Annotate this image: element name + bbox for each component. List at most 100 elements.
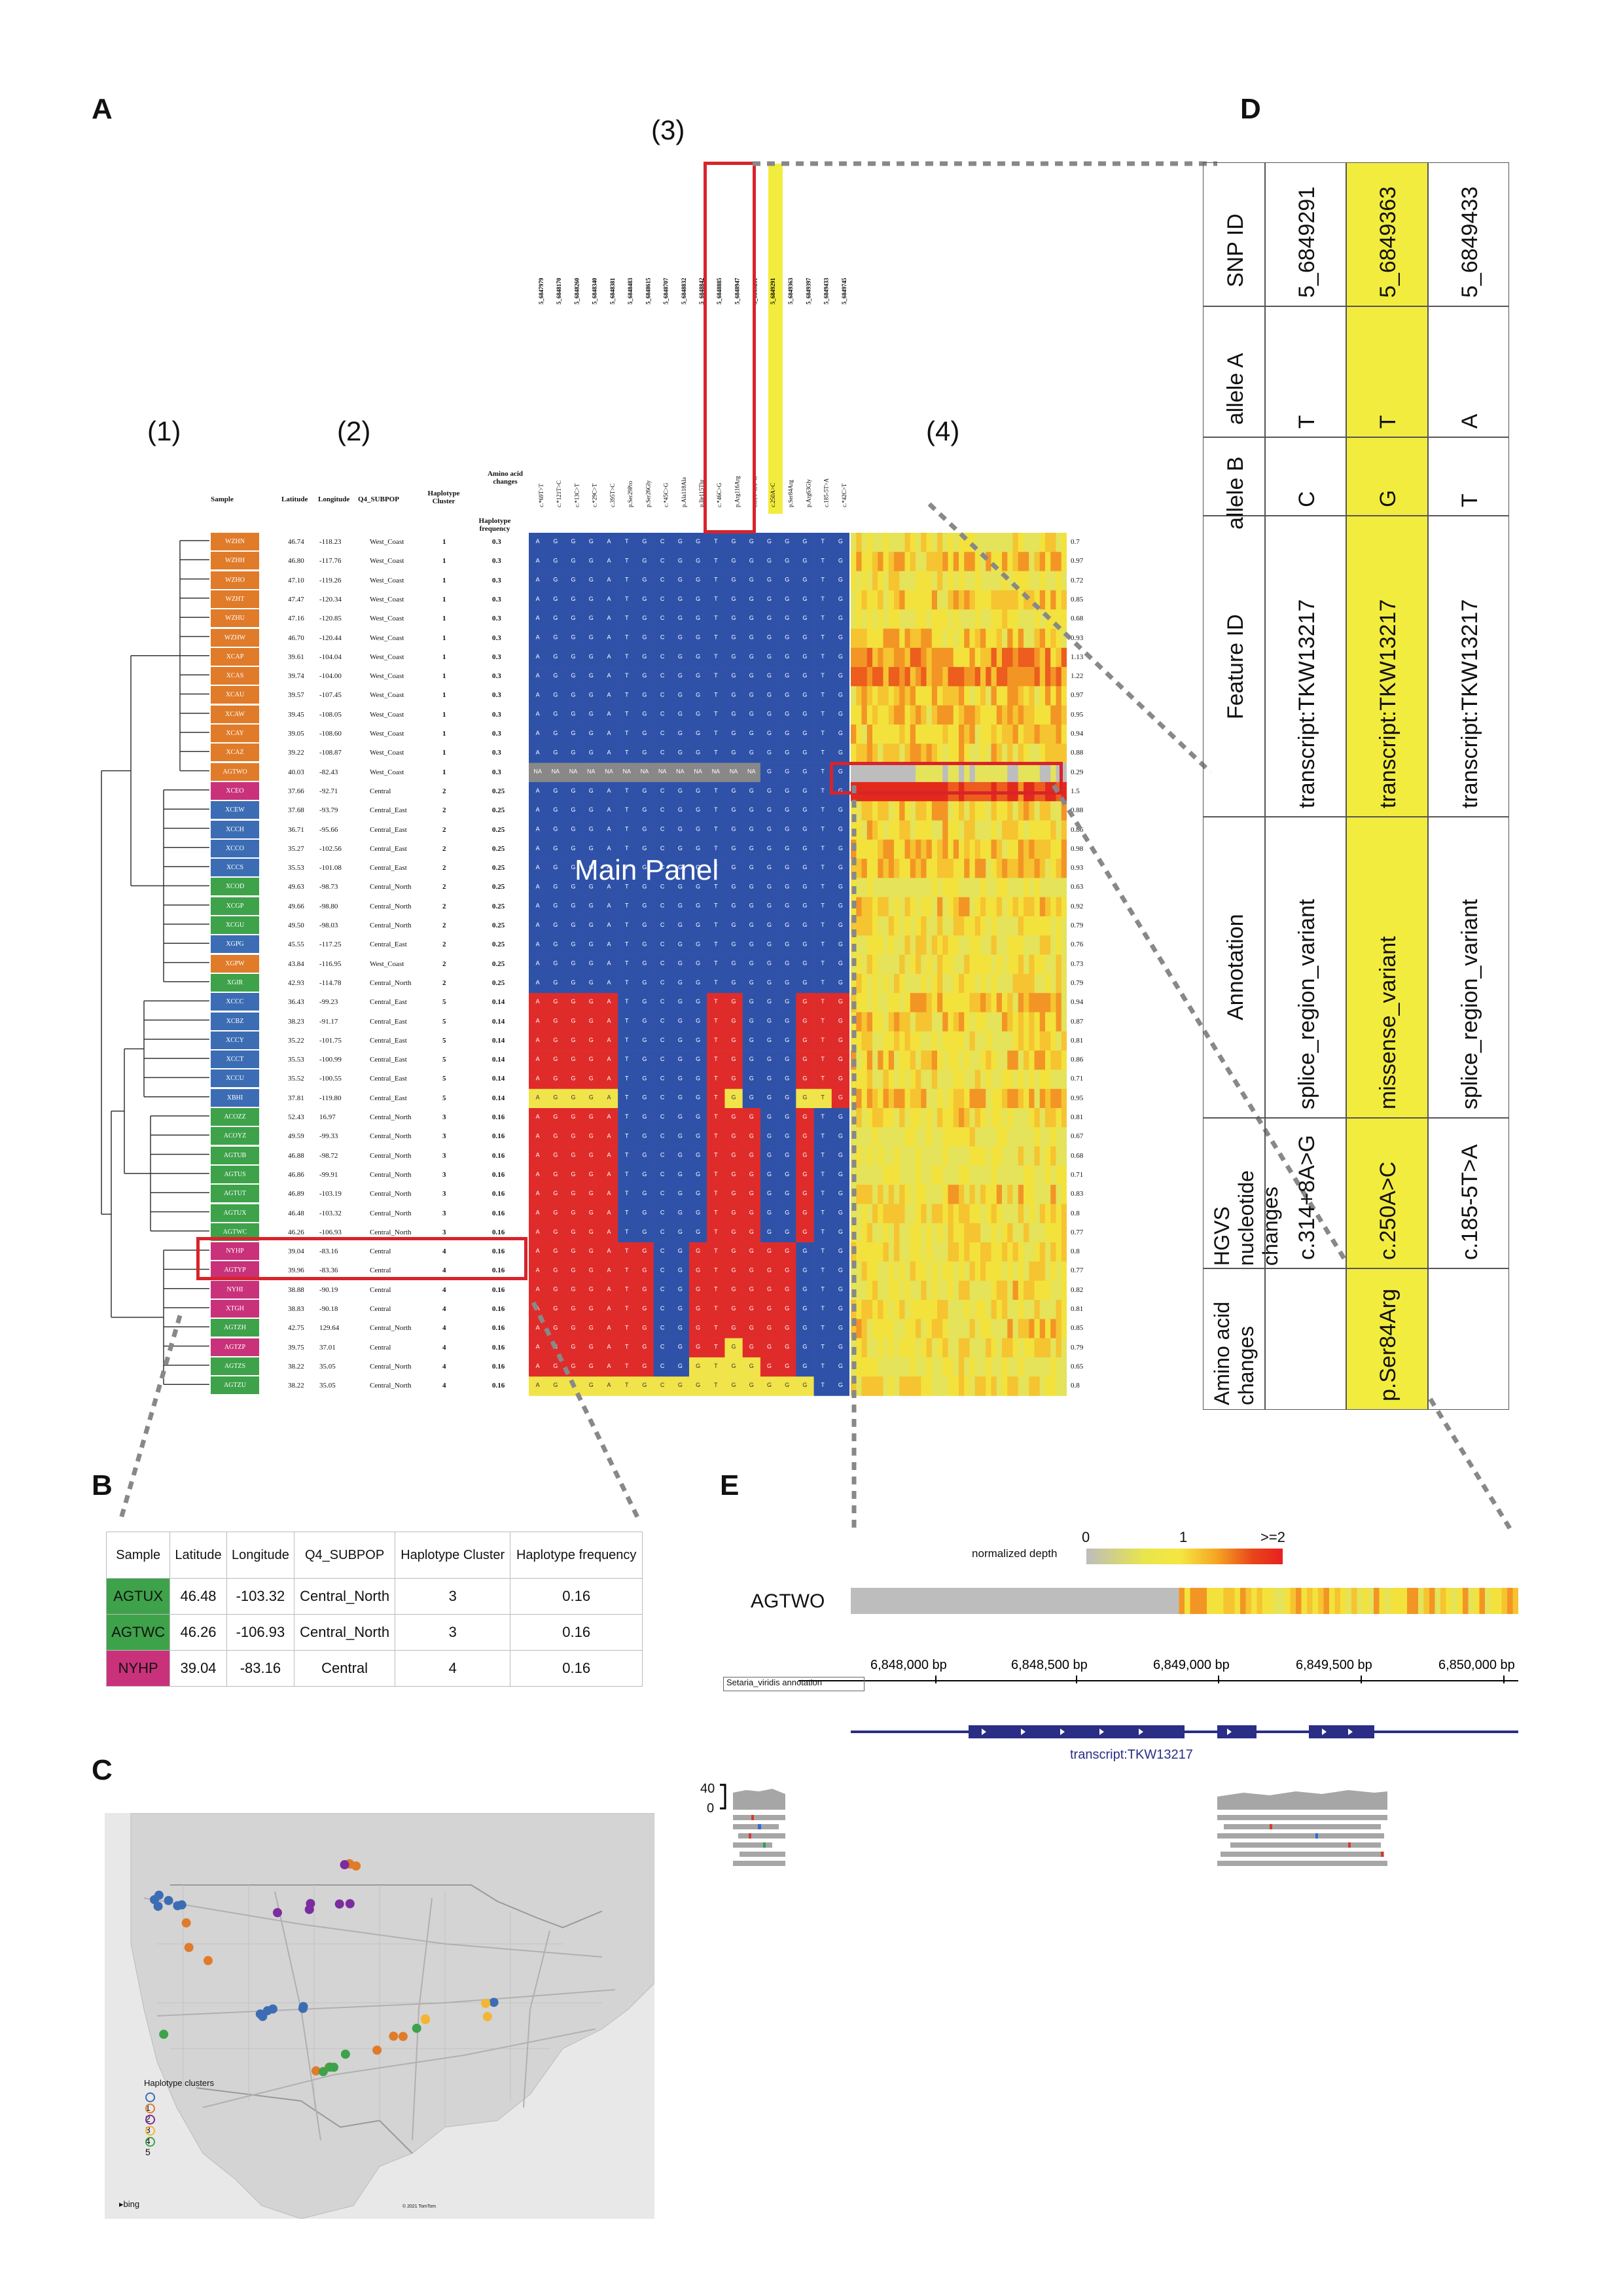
genotype-base: G	[589, 634, 594, 641]
longitude-value: -100.55	[319, 1075, 342, 1083]
sample-label: XBHI	[211, 1088, 259, 1107]
subpop-value: Central	[370, 1343, 391, 1352]
frequency-value: 0.25	[492, 787, 505, 795]
table-d-row-header: Annotation	[1203, 817, 1265, 1118]
genotype-base: G	[785, 691, 789, 698]
snp-id: 5_6848842	[698, 278, 705, 304]
genotype-base: A	[607, 538, 611, 545]
longitude-value: -83.36	[319, 1266, 338, 1275]
cluster-value: 1	[442, 672, 446, 681]
genotype-cell	[635, 705, 654, 725]
subpop-value: Central	[370, 1247, 391, 1256]
subpop-value: Central_East	[370, 1094, 407, 1102]
genotype-base: G	[589, 596, 594, 602]
table-d-cell: splice_region_variant	[1265, 817, 1347, 1118]
genotype-base: G	[767, 749, 772, 755]
table-d-row-header: Amino acid changes	[1203, 1268, 1265, 1410]
sample-label: XGPW	[211, 954, 259, 973]
depth-track-cell	[995, 1588, 1001, 1614]
longitude-value: -99.91	[319, 1170, 338, 1179]
subpop-value: Central_East	[370, 844, 407, 853]
genotype-cell	[742, 571, 761, 591]
genotype-cell	[546, 647, 565, 668]
latitude-value: 47.16	[288, 615, 304, 623]
genotype-base: C	[660, 557, 665, 564]
frequency-value: 0.14	[492, 1094, 505, 1102]
latitude-value: 38.22	[288, 1382, 304, 1390]
latitude-value: 37.68	[288, 806, 304, 815]
depth-track-cell	[1029, 1588, 1035, 1614]
depth-track-cell	[1346, 1588, 1352, 1614]
genotype-cell	[653, 667, 672, 687]
depth-value: 0.87	[1071, 1017, 1084, 1026]
genotype-base: G	[732, 538, 736, 545]
genotype-cell	[671, 628, 690, 649]
sample-label: XCCU	[211, 1069, 259, 1088]
genotype-base: A	[607, 615, 611, 621]
depth-track-cell	[1123, 1588, 1130, 1614]
table-d-cell-text: c.250A>C	[1376, 1161, 1401, 1260]
genotype-base: G	[802, 538, 807, 545]
genotype-base: G	[732, 711, 736, 717]
tb-lat: 39.04	[169, 1650, 227, 1687]
genotype-base: G	[767, 634, 772, 641]
genotype-base: G	[642, 538, 647, 545]
map-attribution: ▸bing	[119, 2199, 139, 2210]
genotype-cell	[546, 571, 565, 591]
sample-label: XCAW	[211, 705, 259, 723]
genotype-base: T	[714, 691, 718, 698]
genotype-base: T	[714, 557, 718, 564]
genotype-base: A	[536, 634, 540, 641]
genotype-base: A	[536, 596, 540, 602]
tb-sample: NYHP	[105, 1650, 171, 1687]
sample-label: XCCC	[211, 993, 259, 1011]
genotype-base: T	[714, 615, 718, 621]
depth-track-cell	[1374, 1588, 1380, 1614]
genotype-cell	[831, 628, 849, 649]
depth-track-cell	[1084, 1588, 1090, 1614]
genotype-base: G	[749, 749, 754, 755]
dendrogram	[101, 540, 209, 1385]
genotype-base: G	[767, 672, 772, 679]
depth-track-cell	[1357, 1588, 1363, 1614]
genotype-base: T	[821, 538, 825, 545]
panel-a: Sample Latitude Longitude Q4_SUBPOP Hapl…	[0, 0, 1178, 1440]
table-d-cell: transcript:TKW13217	[1265, 516, 1347, 817]
subpop-value: Central_North	[370, 1362, 412, 1371]
genotype-base: G	[802, 653, 807, 660]
tb-lat: 46.48	[169, 1578, 227, 1615]
genotype-cell	[599, 744, 618, 763]
cluster-value: 2	[442, 883, 446, 891]
genotype-base: T	[625, 634, 629, 641]
subpop-value: West_Coast	[370, 557, 404, 565]
genotype-base: C	[660, 711, 665, 717]
depth-value: 0.7	[1071, 538, 1080, 546]
longitude-value: -101.08	[319, 864, 342, 872]
sample-label: XCCY	[211, 1031, 259, 1049]
genotype-cell	[653, 647, 672, 668]
genotype-cell	[599, 590, 618, 610]
depth-value: 0.65	[1071, 1362, 1084, 1371]
map-point	[372, 2045, 382, 2055]
snp-aa-change: c.*29C>T	[592, 483, 598, 507]
cluster-value: 2	[442, 844, 446, 853]
cluster-value: 1	[442, 691, 446, 700]
legend-swatch-icon	[145, 2114, 155, 2125]
header-frequency: Haplotype frequency	[478, 517, 511, 533]
frequency-value: 0.25	[492, 864, 505, 872]
genotype-cell	[635, 647, 654, 668]
genotype-base: T	[821, 691, 825, 698]
map-attribution-text: bing	[123, 2199, 140, 2209]
genotype-cell	[707, 628, 725, 649]
depth-value: 0.97	[1071, 691, 1084, 700]
latitude-value: 36.43	[288, 998, 304, 1007]
depth-track-cell	[1262, 1588, 1268, 1614]
subpop-value: Central_North	[370, 1113, 412, 1121]
genotype-cell	[796, 705, 814, 725]
sample-label: NYHI	[211, 1280, 259, 1299]
genotype-cell	[742, 628, 761, 649]
snp-aa-change: c.395T>C	[609, 484, 616, 507]
longitude-value: -101.75	[319, 1036, 342, 1045]
depth-value: 0.76	[1071, 941, 1084, 949]
frequency-value: 0.3	[492, 595, 501, 603]
